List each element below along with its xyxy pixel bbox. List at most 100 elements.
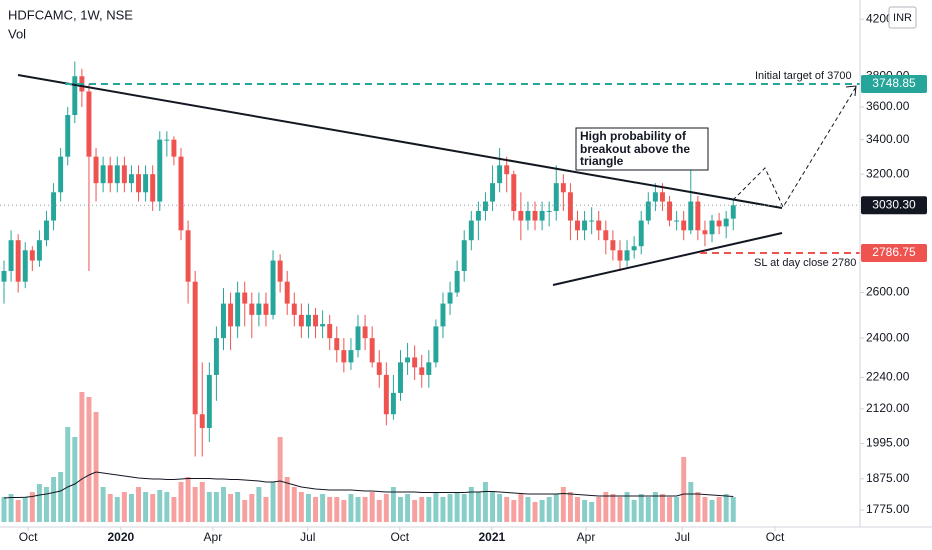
- candle-body: [390, 392, 396, 415]
- volume-bar: [143, 492, 149, 522]
- volume-bar: [93, 412, 99, 522]
- volume-bar: [348, 494, 354, 522]
- note-line: High probability of: [580, 129, 687, 143]
- candle-body: [596, 220, 602, 231]
- y-tick-label: 1775.00: [866, 502, 910, 516]
- volume-bar: [44, 487, 49, 522]
- candle-body: [582, 220, 588, 231]
- volume-bar: [412, 500, 418, 522]
- x-tick-label: Apr: [204, 530, 223, 544]
- candle-body: [575, 220, 580, 231]
- candle-body: [242, 292, 248, 304]
- volume-bar: [36, 484, 42, 522]
- candle-body: [468, 220, 474, 241]
- candle-body: [532, 210, 538, 221]
- volume-bar: [511, 500, 517, 522]
- volume-bar: [136, 487, 142, 522]
- y-tick-label: 2600.00: [866, 285, 910, 299]
- volume-bar: [263, 497, 269, 522]
- candle-body: [121, 165, 127, 184]
- candle-body: [362, 326, 368, 339]
- candle-body: [65, 115, 71, 157]
- candle-body: [617, 250, 623, 261]
- candle-body: [730, 205, 736, 219]
- volume-bar: [228, 494, 234, 522]
- candle-body: [652, 192, 658, 202]
- volume-bar: [398, 497, 403, 522]
- candle-body: [185, 230, 191, 282]
- candle-body: [298, 314, 304, 327]
- candle-body: [376, 362, 382, 375]
- candle-body: [157, 139, 163, 202]
- candle-body: [426, 362, 432, 375]
- candle-body: [341, 350, 347, 363]
- candle-body: [645, 201, 651, 221]
- chart-title: HDFCAMC, 1W, NSE: [8, 7, 133, 22]
- volume-bar: [8, 494, 14, 522]
- currency-badge[interactable]: [888, 6, 917, 29]
- lower-trendline: [552, 232, 783, 286]
- volume-bar: [681, 457, 687, 522]
- volume-bar: [213, 492, 219, 522]
- volume-bar: [86, 397, 92, 522]
- candle-body: [504, 165, 510, 175]
- candle-body: [199, 414, 205, 428]
- volume-bar: [624, 492, 630, 522]
- candle-body: [72, 76, 78, 116]
- candle-body: [709, 220, 715, 235]
- x-tick-label: Jul: [300, 530, 315, 544]
- volume-bar: [79, 392, 85, 522]
- candle-body: [58, 156, 64, 193]
- x-tick-label: 2021: [478, 530, 505, 544]
- candle-body: [702, 230, 708, 235]
- candle-body: [136, 174, 142, 193]
- y-tick-label: 3200.00: [866, 166, 910, 180]
- candle-body: [36, 240, 42, 261]
- volume-bar: [114, 497, 120, 522]
- y-tick-label: 3600.00: [866, 99, 910, 113]
- volume-bar: [65, 427, 71, 522]
- volume-bar: [121, 492, 127, 522]
- candle-body: [305, 314, 311, 327]
- candle-body: [659, 192, 665, 202]
- candle-body: [482, 201, 488, 211]
- candle-body: [206, 374, 212, 428]
- volume-bar: [383, 494, 389, 522]
- volume-bar: [313, 497, 319, 522]
- volume-bar: [221, 487, 226, 522]
- last-price-box: [861, 196, 927, 215]
- candle-body: [327, 324, 333, 339]
- volume-ma-line: [3, 471, 734, 499]
- volume-bar: [320, 494, 326, 522]
- volume-bar: [58, 472, 64, 522]
- volume-bar: [709, 500, 715, 522]
- volume-bar: [334, 497, 340, 522]
- candle-body: [164, 139, 170, 141]
- volume-bar: [560, 487, 566, 522]
- candle-body: [461, 240, 467, 272]
- volume-bar: [362, 497, 368, 522]
- candle-body: [213, 338, 219, 375]
- candle-body: [688, 201, 694, 231]
- volume-bar: [575, 497, 580, 522]
- volume-bar: [22, 497, 28, 522]
- volume-title: Vol: [8, 26, 26, 41]
- candle-body: [546, 210, 552, 212]
- candle-body: [497, 165, 503, 184]
- volume-bar: [433, 492, 439, 522]
- candle-body: [369, 338, 375, 363]
- y-tick-label: 2240.00: [866, 370, 910, 384]
- upper-trendline: [17, 74, 783, 209]
- candle-body: [475, 210, 481, 221]
- volume-bar: [652, 492, 658, 522]
- volume-bar: [631, 500, 637, 522]
- x-tick-label: 2020: [107, 530, 134, 544]
- volume-bar: [589, 502, 595, 522]
- candle-body: [249, 303, 255, 315]
- candle-body: [291, 303, 297, 315]
- volume-bar: [645, 497, 651, 522]
- volume-bar: [164, 492, 170, 522]
- candle-body: [86, 91, 92, 157]
- volume-bar: [185, 477, 191, 522]
- volume-bar: [29, 492, 35, 522]
